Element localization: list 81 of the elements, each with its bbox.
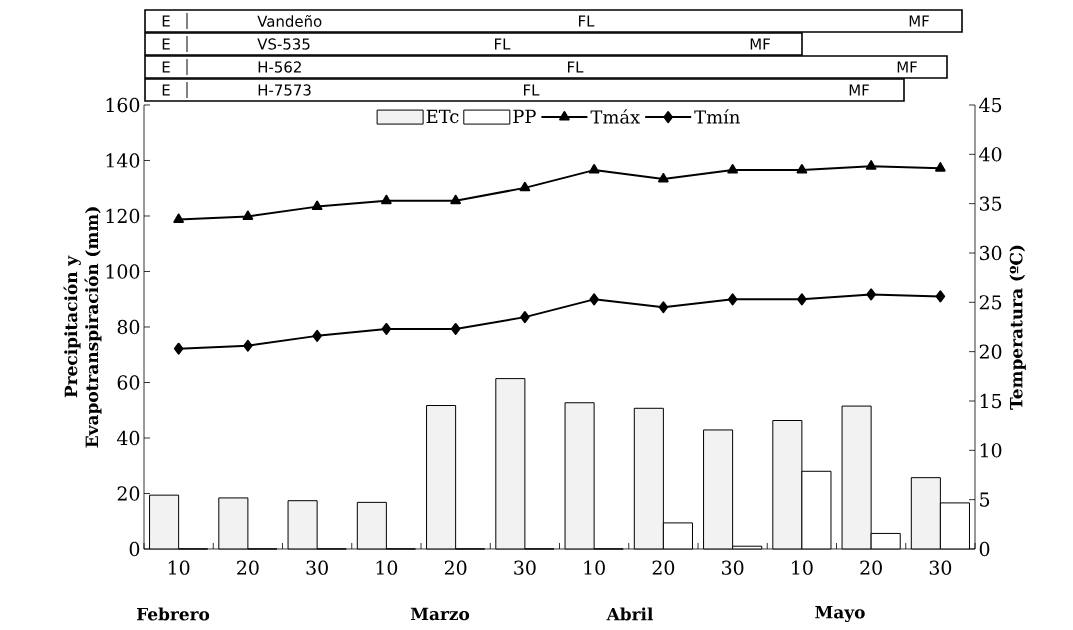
x-tick-label: 20 [237, 560, 259, 575]
point [935, 290, 946, 303]
y2-tick-label: 30 [979, 245, 1002, 261]
text: E [162, 84, 170, 96]
point [243, 339, 253, 352]
point [935, 162, 946, 172]
point [173, 342, 184, 355]
y2-tick-label: 0 [979, 541, 990, 557]
text: E [162, 38, 170, 50]
x-tick-label: 30 [929, 560, 952, 575]
x-tick-label: 20 [652, 560, 675, 575]
y-tick-label: 20 [117, 486, 140, 501]
text: H-7573 [258, 84, 311, 96]
text: E [162, 61, 170, 73]
y-tick-label: 0 [129, 541, 140, 557]
text: Abril [606, 607, 653, 621]
legend-label: PP [513, 109, 536, 123]
y2-tick-label: 40 [979, 147, 1002, 162]
y-tick-label: 160 [106, 97, 140, 113]
y-tick-label: 80 [117, 319, 140, 335]
text: FL [495, 38, 511, 50]
y2-tick-label: 20 [979, 344, 1002, 359]
y2-tick-label: 45 [979, 97, 1002, 113]
point [588, 164, 600, 174]
text: FL [579, 15, 595, 27]
x-tick-label: 10 [792, 560, 813, 575]
point [381, 322, 392, 335]
text: MF [909, 15, 929, 27]
point [381, 194, 392, 205]
text: E [162, 15, 170, 27]
point [865, 160, 877, 170]
x-tick-label: 10 [168, 560, 190, 575]
point [797, 293, 807, 306]
point [312, 329, 322, 342]
text: MF [750, 38, 770, 50]
y-tick-label: 100 [106, 264, 140, 279]
point [173, 213, 184, 223]
text: Febrero [136, 607, 210, 621]
y2-tick-label: 10 [980, 443, 1002, 458]
y2-tick-label: 25 [979, 295, 1002, 310]
x-tick-label: 10 [376, 560, 398, 575]
point [520, 311, 530, 324]
point [450, 322, 461, 335]
y2-tick-label: 15 [980, 393, 1002, 409]
text: H-562 [258, 61, 301, 73]
legend-label: ETc [426, 109, 459, 124]
y2-axis-title: Temperatura (ºC) [1009, 245, 1026, 410]
y-tick-label: 60 [117, 375, 140, 390]
x-tick-label: 30 [306, 560, 328, 575]
text: FL [568, 61, 584, 73]
x-tick-label: 30 [514, 560, 536, 575]
point [866, 288, 876, 301]
point [450, 194, 461, 205]
legend-label: Tmín [694, 109, 740, 124]
point [519, 181, 531, 192]
point [658, 301, 669, 314]
x-tick-label: 20 [444, 560, 467, 575]
y-tick-label: 40 [116, 430, 140, 446]
text: Marzo [410, 607, 470, 621]
point [727, 164, 738, 174]
text: MF [897, 61, 917, 73]
point [796, 164, 808, 174]
point [589, 293, 599, 306]
text: VS-535 [257, 38, 310, 50]
text: FL [524, 84, 540, 96]
text: Mayo [815, 605, 865, 623]
x-tick-label: 30 [722, 560, 744, 575]
x-tick-label: 20 [860, 560, 882, 575]
point [242, 210, 254, 220]
y-axis-title: Precipitación y Evapotranspiración (mm) [63, 207, 102, 448]
point [311, 200, 323, 211]
y-tick-label: 140 [106, 153, 140, 168]
text: Vandeño [257, 15, 322, 27]
legend-label: Tmáx [590, 109, 640, 124]
text: MF [849, 84, 869, 96]
x-tick-label: 10 [584, 560, 605, 575]
point [727, 293, 738, 306]
y2-tick-label: 5 [980, 492, 990, 507]
y2-tick-label: 35 [979, 196, 1002, 211]
point [658, 172, 669, 183]
y-tick-label: 120 [106, 208, 140, 224]
